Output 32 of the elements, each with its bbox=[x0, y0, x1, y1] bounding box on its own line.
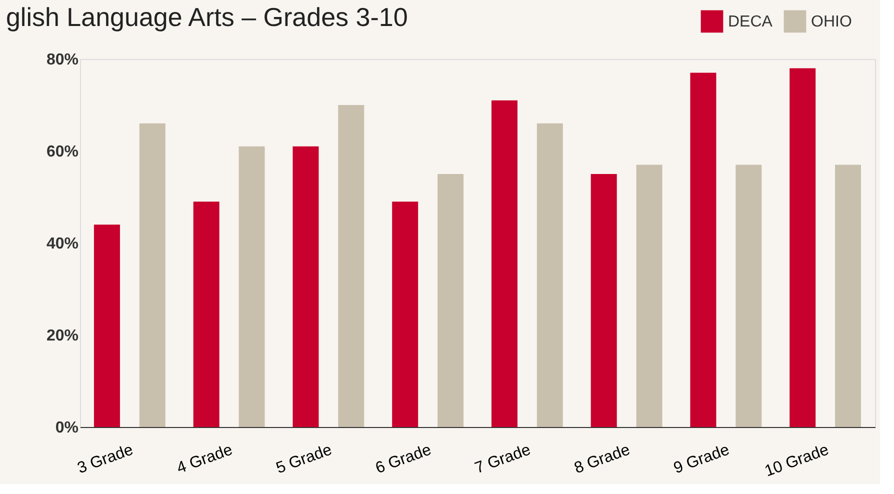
bar bbox=[736, 164, 762, 427]
bar bbox=[292, 146, 319, 427]
bar bbox=[438, 174, 464, 427]
bar bbox=[835, 164, 862, 427]
x-tick-label: 5 Grade bbox=[274, 441, 334, 478]
bar bbox=[690, 72, 716, 427]
y-tick-label: 80% bbox=[46, 52, 78, 68]
y-tick-label: 0% bbox=[55, 420, 78, 436]
x-tick-label: 6 Grade bbox=[373, 441, 434, 478]
x-tick-label: 10 Grade bbox=[762, 441, 832, 480]
bar bbox=[590, 174, 617, 427]
x-tick-label: 4 Grade bbox=[174, 441, 235, 478]
chart-title: glish Language Arts – Grades 3-10 bbox=[6, 2, 408, 32]
x-tick-label: 9 Grade bbox=[672, 441, 732, 478]
x-tick-label: 8 Grade bbox=[572, 441, 632, 478]
bar bbox=[139, 123, 166, 427]
legend-label: OHIO bbox=[811, 13, 852, 30]
bar bbox=[392, 202, 418, 427]
y-tick-label: 40% bbox=[46, 236, 78, 252]
y-tick-label: 20% bbox=[46, 328, 78, 344]
legend-label: DECA bbox=[728, 13, 773, 30]
bar bbox=[491, 100, 518, 427]
bar bbox=[338, 105, 364, 427]
bar bbox=[193, 202, 220, 427]
bar bbox=[94, 224, 120, 427]
bar bbox=[238, 146, 265, 427]
x-tick-label: 3 Grade bbox=[75, 441, 136, 478]
x-tick-label: 7 Grade bbox=[472, 441, 534, 478]
y-tick-label: 60% bbox=[46, 144, 78, 160]
bar bbox=[536, 123, 563, 427]
bar bbox=[636, 164, 662, 427]
bar bbox=[790, 68, 816, 427]
